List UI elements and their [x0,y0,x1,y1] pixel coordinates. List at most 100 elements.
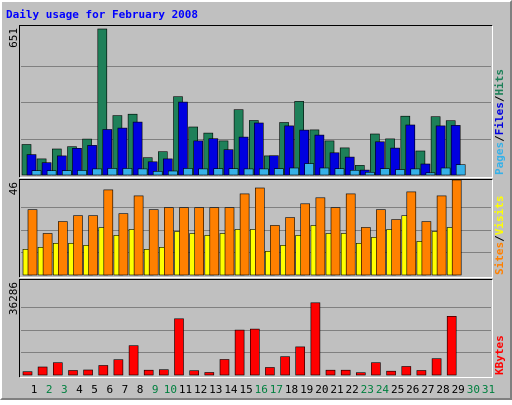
bar-sites-day-3 [57,221,68,276]
bar-files-day-14 [223,149,234,176]
x-tick-label-day-4: 4 [76,383,83,396]
bar-kbytes-day-29 [446,315,457,376]
bar-kbytes-day-5 [83,369,93,376]
panel-border-light [19,179,493,278]
bar-pages-day-2 [46,170,57,176]
axis-label-text: Pages/Files/Hits [493,69,506,175]
bar-sites-day-10 [164,207,174,276]
x-axis-labels: 1 2 3 4 5 6 7 8 9 10 11 12 13 14 15 16 17 18 19 20 21 22 23 24 2… [31,383,495,396]
bar-pages-day-12 [198,168,208,176]
panel-border-dark [19,279,493,378]
x-tick-label-day-11: 11 [179,383,192,396]
bar-sites-day-6 [103,189,114,276]
bar-kbytes-day-2 [37,366,48,376]
bar-sites-day-12 [194,207,204,276]
bar-pages-day-23 [364,172,375,176]
axis-label-separator: / [493,235,506,242]
x-tick-label-day-21: 21 [330,383,343,396]
bar-pages-day-3 [61,170,72,176]
x-tick-label-day-3: 3 [61,383,68,396]
bar-sites-day-5 [88,215,98,276]
bar-files-day-2 [41,162,52,176]
bar-kbytes-day-6 [98,365,109,376]
bar-files-day-4 [72,148,82,176]
bar-pages-day-14 [228,168,239,176]
x-tick-label-day-19: 19 [300,383,313,396]
x-tick-label-day-17: 17 [270,383,283,396]
bar-files-day-9 [147,161,158,176]
bar-kbytes-day-8 [128,345,139,376]
x-tick-label-day-31: 31 [482,383,495,396]
axis-label-sites: Sites [493,242,506,275]
x-tick-label-day-26: 26 [406,383,419,396]
bar-sites-day-28 [436,195,447,276]
y-max-label: 651 [7,28,20,48]
axis-label-visits: Visits [493,196,506,236]
bar-kbytes-day-16 [250,328,260,376]
bar-kbytes-day-14 [219,359,230,376]
axis-label-hits: Hits [493,69,506,96]
bar-files-day-17 [269,155,279,176]
bar-kbytes-day-3 [52,362,63,376]
bar-sites-day-21 [330,207,341,276]
x-tick-label-day-24: 24 [376,383,390,396]
x-tick-label-day-27: 27 [421,383,434,396]
bar-sites-day-20 [315,197,326,276]
bar-pages-day-29 [455,164,466,176]
bar-kbytes-day-9 [143,369,154,376]
x-tick-label-day-10: 10 [164,383,177,396]
frame-shadow-inner [1,1,511,399]
bar-kbytes-day-7 [113,359,124,376]
bar-pages-day-6 [107,168,118,176]
axis-label-separator: / [493,135,506,142]
bar-files-day-8 [132,121,143,176]
bar-pages-day-27 [425,172,436,176]
x-tick-label-day-6: 6 [106,383,113,396]
x-tick-label-day-30: 30 [467,383,480,396]
axis-label-right: Pages/Files/Hits [493,69,506,175]
bar-pages-day-25 [395,169,405,176]
axis-label-kbytes: KBytes [493,335,506,375]
bar-files-day-21 [329,152,340,176]
bar-kbytes-day-25 [386,370,396,376]
bar-kbytes-day-20 [310,302,321,376]
bar-pages-day-16 [258,168,269,176]
bar-files-day-13 [208,138,219,176]
bar-kbytes-day-12 [189,370,199,376]
bar-sites-day-24 [376,209,386,276]
x-tick-label-day-8: 8 [137,383,144,396]
x-tick-label-day-15: 15 [239,383,252,396]
x-tick-label-day-7: 7 [122,383,129,396]
bar-kbytes-day-28 [431,358,442,376]
x-tick-label-day-20: 20 [315,383,328,396]
bar-pages-day-13 [213,168,224,176]
bar-kbytes-day-15 [234,329,245,376]
bar-kbytes-day-1 [22,371,33,376]
bar-sites-day-9 [148,209,159,276]
panel-border-dark [19,179,493,278]
bar-sites-day-7 [118,213,129,276]
axis-label-text: KBytes [493,335,506,375]
axis-label-files: Files [493,102,506,135]
bar-files-day-20 [314,134,325,176]
bar-pages-day-21 [334,168,345,176]
bar-pages-day-4 [77,170,87,176]
bar-pages-day-5 [92,168,102,176]
bar-sites-day-13 [209,207,220,276]
bar-files-day-11 [178,101,188,176]
bar-pages-day-15 [243,168,254,176]
x-tick-label-day-22: 22 [346,383,359,396]
bar-files-day-18 [284,125,294,176]
bar-kbytes-day-23 [355,372,366,376]
bar-kbytes-day-18 [280,356,290,376]
x-tick-label-day-12: 12 [194,383,207,396]
axis-label-right: Sites/Visits [493,196,506,276]
bar-pages-day-20 [319,167,330,176]
bar-pages-day-19 [304,163,315,176]
panel-border-dark [19,25,493,178]
bar-pages-day-9 [152,171,163,176]
y-max-label: 46 [7,182,20,195]
